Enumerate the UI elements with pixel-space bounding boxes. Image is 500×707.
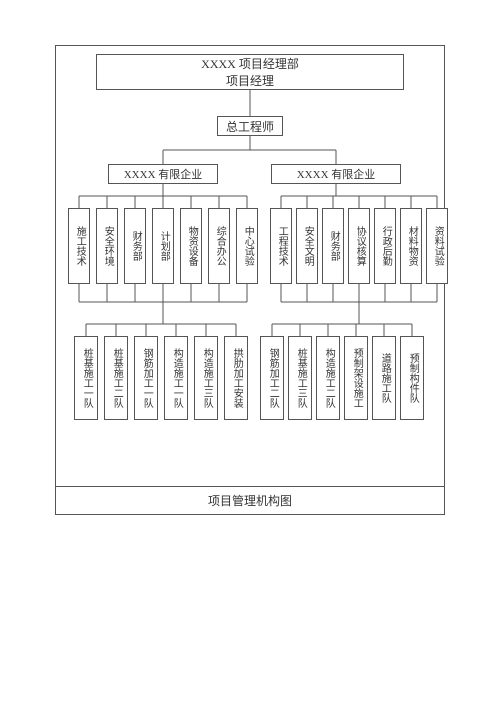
title-box-line1: XXXX 项目经理部 <box>201 55 299 72</box>
dept-left-3: 计划部 <box>152 208 174 284</box>
team-left-1: 桩基施工二队 <box>104 336 128 420</box>
team-right-1-label: 桩基施工三队 <box>289 337 311 419</box>
dept-right-3: 协议核算 <box>348 208 370 284</box>
team-left-5: 拱肋加工安装 <box>224 336 248 420</box>
dept-right-0-label: 工程技术 <box>271 209 291 283</box>
dept-left-3-label: 计划部 <box>153 209 173 283</box>
dept-left-4-label: 物资设备 <box>181 209 201 283</box>
dept-left-1-label: 安全环境 <box>97 209 117 283</box>
team-right-4: 道路施工队 <box>372 336 396 420</box>
chart-outer-border: XXXX 项目经理部项目经理总工程师 XXXX 有限企业 XXXX 有限企业施工技术… <box>55 45 445 515</box>
team-left-2: 钢筋加工一队 <box>134 336 158 420</box>
team-left-3-label: 构造施工一队 <box>165 337 187 419</box>
dept-right-1: 安全文明 <box>296 208 318 284</box>
team-left-1-label: 桩基施工二队 <box>105 337 127 419</box>
dept-left-1: 安全环境 <box>96 208 118 284</box>
company-left-box-line1: XXXX 有限企业 <box>124 166 203 182</box>
company-right-box: XXXX 有限企业 <box>271 164 401 184</box>
dept-right-2-label: 财务部 <box>323 209 343 283</box>
dept-right-5: 材料物资 <box>400 208 422 284</box>
page: XXXX 项目经理部项目经理总工程师 XXXX 有限企业 XXXX 有限企业施工技术… <box>0 0 500 707</box>
title-box-line2: 项目经理 <box>226 72 274 89</box>
dept-right-3-label: 协议核算 <box>349 209 369 283</box>
dept-right-6: 资料试验 <box>426 208 448 284</box>
team-left-0-label: 桩基施工一队 <box>75 337 97 419</box>
team-right-0-label: 钢筋加工二队 <box>261 337 283 419</box>
chief-engineer-box-line1: 总工程师 <box>226 118 274 135</box>
chief-engineer-box: 总工程师 <box>217 116 283 136</box>
team-left-2-label: 钢筋加工一队 <box>135 337 157 419</box>
dept-right-4-label: 行政后勤 <box>375 209 395 283</box>
team-right-0: 钢筋加工二队 <box>260 336 284 420</box>
dept-right-0: 工程技术 <box>270 208 292 284</box>
chart-footer-label: 项目管理机构图 <box>208 492 292 509</box>
team-right-3: 预制架设施工 <box>344 336 368 420</box>
dept-left-0: 施工技术 <box>68 208 90 284</box>
title-box: XXXX 项目经理部项目经理 <box>96 54 404 90</box>
dept-left-4: 物资设备 <box>180 208 202 284</box>
team-right-2: 构造施工二队 <box>316 336 340 420</box>
team-right-5: 预制构件队 <box>400 336 424 420</box>
dept-right-4: 行政后勤 <box>374 208 396 284</box>
team-left-5-label: 拱肋加工安装 <box>225 337 247 419</box>
company-right-box-line1: XXXX 有限企业 <box>297 166 376 182</box>
dept-left-6: 中心试验 <box>236 208 258 284</box>
chart-boxes-layer: XXXX 项目经理部项目经理总工程师 XXXX 有限企业 XXXX 有限企业施工技术… <box>56 46 444 514</box>
team-right-1: 桩基施工三队 <box>288 336 312 420</box>
dept-left-5-label: 综合办公 <box>209 209 229 283</box>
dept-left-6-label: 中心试验 <box>237 209 257 283</box>
dept-right-5-label: 材料物资 <box>401 209 421 283</box>
team-left-4-label: 构造施工三队 <box>195 337 217 419</box>
team-right-2-label: 构造施工二队 <box>317 337 339 419</box>
dept-right-1-label: 安全文明 <box>297 209 317 283</box>
team-left-4: 构造施工三队 <box>194 336 218 420</box>
dept-left-5: 综合办公 <box>208 208 230 284</box>
chart-footer: 项目管理机构图 <box>56 486 444 514</box>
dept-left-2: 财务部 <box>124 208 146 284</box>
team-right-4-label: 道路施工队 <box>373 337 395 419</box>
dept-left-0-label: 施工技术 <box>69 209 89 283</box>
team-left-3: 构造施工一队 <box>164 336 188 420</box>
dept-right-2: 财务部 <box>322 208 344 284</box>
company-left-box: XXXX 有限企业 <box>108 164 218 184</box>
team-right-5-label: 预制构件队 <box>401 337 423 419</box>
dept-right-6-label: 资料试验 <box>427 209 447 283</box>
dept-left-2-label: 财务部 <box>125 209 145 283</box>
team-left-0: 桩基施工一队 <box>74 336 98 420</box>
team-right-3-label: 预制架设施工 <box>345 337 367 419</box>
